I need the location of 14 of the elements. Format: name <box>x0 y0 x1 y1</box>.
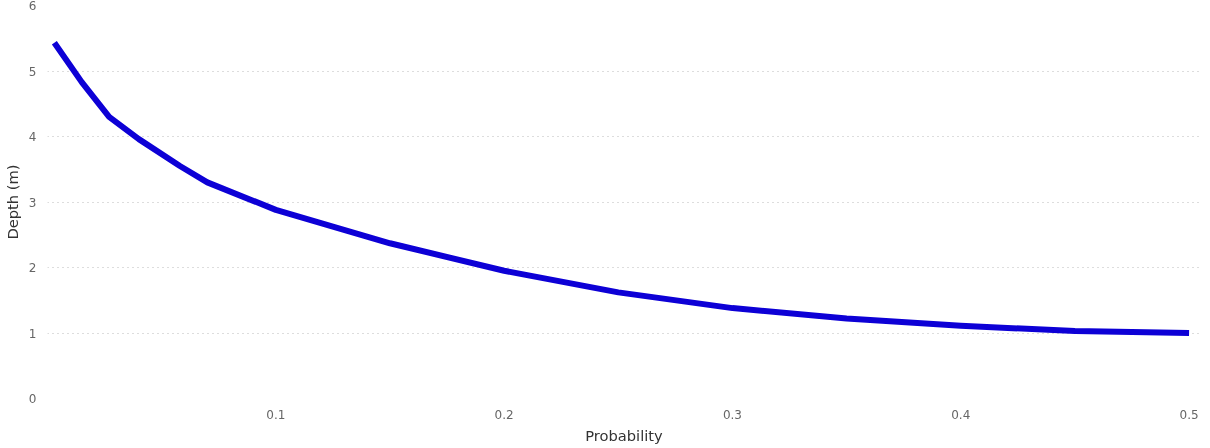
x-tick-label: 0.3 <box>722 407 742 422</box>
y-tick-label: 1 <box>28 326 37 341</box>
y-tick-label: 4 <box>28 130 37 144</box>
y-axis-title: Depth (m) <box>3 164 21 240</box>
y-tick-label: 2 <box>28 261 37 275</box>
y-tick-label: 6 <box>28 0 37 13</box>
x-tick-label: 0.2 <box>494 407 514 422</box>
x-tick-label: 0.5 <box>1179 407 1199 422</box>
x-axis-title: Probability <box>585 426 664 444</box>
x-tick-label: 0.4 <box>951 407 971 422</box>
x-tick-label: 0.1 <box>266 407 286 422</box>
y-tick-label: 5 <box>28 64 37 79</box>
y-tick-label: 3 <box>28 195 37 210</box>
y-tick-label: 0 <box>28 392 37 406</box>
